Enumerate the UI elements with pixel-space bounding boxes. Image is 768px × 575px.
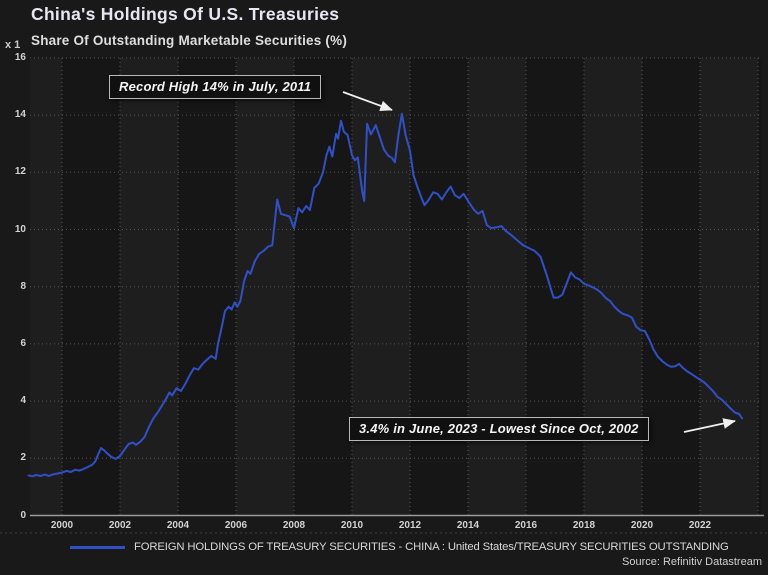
x-tick-label: 2012 [398, 520, 422, 531]
annotation-latest-low: 3.4% in June, 2023 - Lowest Since Oct, 2… [349, 417, 649, 441]
source-credit: Source: Refinitiv Datastream [622, 556, 762, 568]
x-tick-label: 2010 [340, 520, 364, 531]
y-tick-label: 8 [20, 280, 26, 292]
y-tick-label: 10 [14, 223, 26, 235]
x-tick-label: 2002 [108, 520, 132, 531]
legend-series-label: FOREIGN HOLDINGS OF TREASURY SECURITIES … [134, 541, 729, 553]
x-tick-label: 2000 [50, 520, 74, 531]
y-tick-label: 12 [14, 166, 26, 178]
x-tick-label: 2016 [514, 520, 538, 531]
legend-line-swatch [70, 545, 125, 549]
plot-band [758, 58, 762, 516]
plot-band [236, 58, 294, 516]
annotation-record-high: Record High 14% in July, 2011 [109, 75, 322, 99]
y-tick-label: 6 [20, 337, 26, 349]
plot-band [700, 58, 758, 516]
arrow-to-latest-low [683, 418, 736, 433]
data-line-china-share [27, 112, 744, 478]
x-tick-label: 2004 [166, 520, 190, 531]
x-tick-label: 2022 [688, 520, 712, 531]
x-tick-label: 2008 [282, 520, 306, 531]
axis-multiplier-label: x 1 [5, 39, 21, 51]
y-tick-label: 14 [14, 109, 26, 121]
y-tick-label: 16 [14, 51, 26, 63]
y-tick-label: 4 [20, 395, 26, 407]
arrow-to-record-high [342, 91, 393, 112]
x-tick-label: 2020 [630, 520, 654, 531]
y-tick-label: 2 [20, 452, 26, 464]
plot-band [352, 58, 410, 516]
plot-band [120, 58, 178, 516]
x-tick-label: 2018 [572, 520, 596, 531]
y-tick-label: 0 [20, 509, 26, 521]
legend: FOREIGN HOLDINGS OF TREASURY SECURITIES … [70, 541, 729, 553]
plot-band [468, 58, 526, 516]
x-tick-label: 2014 [456, 520, 480, 531]
chart-subtitle: Share Of Outstanding Marketable Securiti… [31, 33, 348, 48]
chart-title: China's Holdings Of U.S. Treasuries [31, 4, 340, 24]
x-tick-label: 2006 [224, 520, 248, 531]
